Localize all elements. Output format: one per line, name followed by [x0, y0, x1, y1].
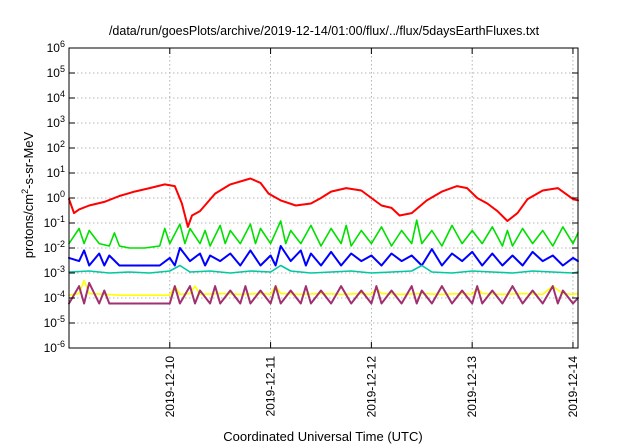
x-tick-label: 2019-12-14	[566, 356, 580, 418]
series-lines	[68, 177, 579, 305]
y-tick-label-sup: -5	[57, 314, 65, 324]
series-line-1	[68, 219, 579, 249]
y-tick-label: 10-4	[44, 289, 65, 305]
y-tick-label-sup: 4	[60, 89, 65, 99]
y-tick-label-base: 10	[47, 66, 61, 80]
y-tick-label-sup: 6	[60, 39, 65, 49]
y-tick-label-base: 10	[44, 316, 58, 330]
y-tick-label-base: 10	[44, 241, 58, 255]
x-tick-label: 2019-12-12	[364, 356, 378, 418]
y-tick-label-base: 10	[47, 91, 61, 105]
y-tick-label: 103	[47, 114, 65, 130]
y-axis-label-rest: -s-sr-MeV	[21, 131, 36, 188]
series-line-4	[68, 279, 579, 297]
y-tick-label: 105	[47, 64, 65, 80]
chart-title: /data/run/goesPlots/archive/2019-12-14/0…	[109, 24, 540, 38]
y-tick-label-sup: 0	[60, 189, 65, 199]
y-tick-label-base: 10	[44, 291, 58, 305]
y-tick-label: 10-3	[44, 264, 65, 280]
y-tick-label-sup: 5	[60, 64, 65, 74]
y-tick-label: 102	[47, 139, 65, 155]
y-tick-label: 106	[47, 39, 65, 55]
y-tick-label-base: 10	[44, 341, 58, 355]
y-tick-label-base: 10	[47, 166, 61, 180]
x-axis: 2019-12-10 2019-12-11 2019-12-12 2019-12-13…	[163, 48, 580, 417]
y-axis: 10-610-510-410-310-210-11001011021031041…	[44, 39, 578, 355]
grid-lines	[69, 48, 578, 348]
y-tick-label: 101	[47, 164, 65, 180]
series-line-2	[68, 245, 579, 267]
y-tick-label-base: 10	[47, 116, 61, 130]
series-line-0	[68, 177, 579, 228]
y-tick-label-sup: -2	[57, 239, 65, 249]
x-tick-label: 2019-12-13	[465, 356, 479, 418]
y-tick-label-sup: 1	[60, 164, 65, 174]
y-tick-label-sup: -4	[57, 289, 65, 299]
x-tick-label: 2019-12-11	[264, 356, 278, 417]
y-axis-label-base: protons/cm	[21, 194, 36, 258]
y-tick-label-sup: -1	[57, 214, 65, 224]
y-tick-label-sup: -3	[57, 264, 65, 274]
y-tick-label: 104	[47, 89, 65, 105]
y-tick-label-base: 10	[47, 41, 61, 55]
y-tick-label-sup: -6	[57, 339, 65, 349]
x-tick-label: 2019-12-10	[163, 356, 177, 418]
y-tick-label-base: 10	[44, 216, 58, 230]
y-axis-label-sup: 2	[20, 189, 30, 194]
series-line-3	[68, 264, 579, 274]
y-tick-label-base: 10	[47, 191, 61, 205]
y-tick-label-sup: 2	[60, 139, 65, 149]
y-tick-label-base: 10	[44, 266, 58, 280]
y-tick-label: 10-2	[44, 239, 65, 255]
y-tick-label-sup: 3	[60, 114, 65, 124]
y-tick-label: 10-5	[44, 314, 65, 330]
y-tick-label: 10-6	[44, 339, 65, 355]
x-axis-label: Coordinated Universal Time (UTC)	[223, 429, 422, 444]
series-line-5	[68, 281, 579, 305]
y-tick-label: 10-1	[44, 214, 65, 230]
y-tick-label: 100	[47, 189, 65, 205]
y-axis-label: protons/cm2-s-sr-MeV	[20, 131, 36, 258]
y-tick-label-base: 10	[47, 141, 61, 155]
